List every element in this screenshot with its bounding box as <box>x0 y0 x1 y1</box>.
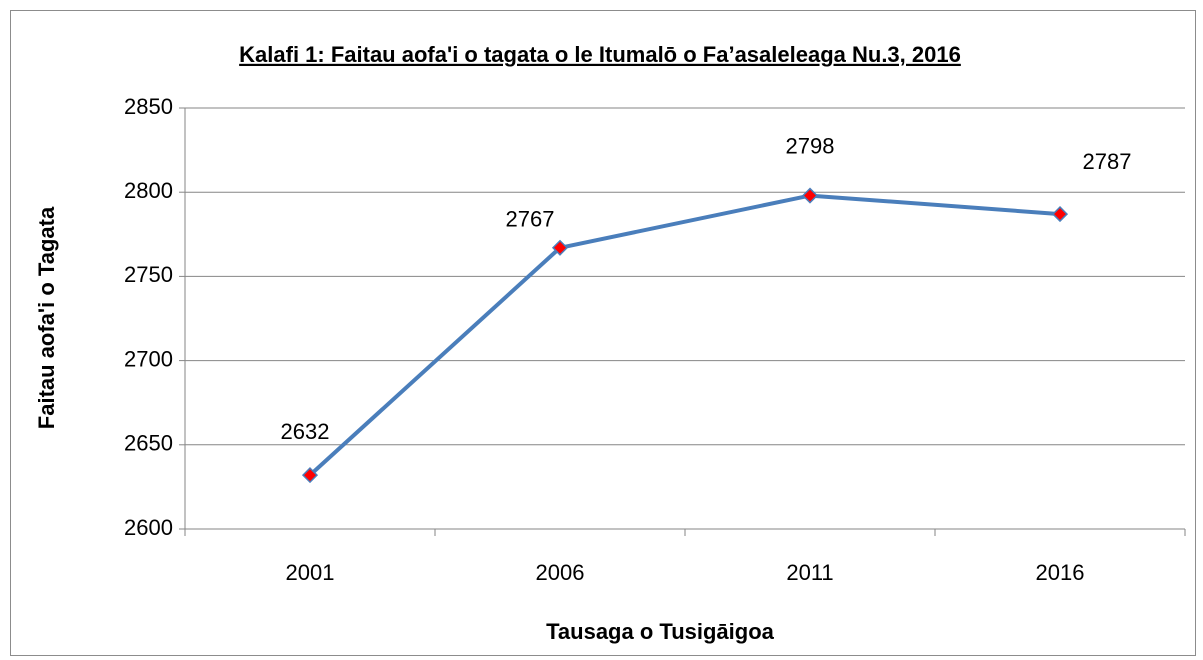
x-tick-label: 2001 <box>286 560 335 585</box>
data-label: 2632 <box>281 419 330 444</box>
y-tick-label: 2600 <box>124 515 173 540</box>
y-tick-label: 2650 <box>124 431 173 456</box>
data-marker <box>801 187 819 204</box>
data-line <box>308 193 1061 477</box>
chart-title: Kalafi 1: Faitau aofa'i o tagata o le It… <box>239 42 961 67</box>
data-label: 2767 <box>506 207 555 232</box>
data-marker <box>1051 206 1069 223</box>
y-tick-label: 2850 <box>124 94 173 119</box>
data-label: 2787 <box>1083 149 1132 174</box>
x-tick-label: 2016 <box>1036 560 1085 585</box>
data-label: 2798 <box>786 133 835 158</box>
x-tick-label: 2011 <box>786 560 833 585</box>
y-tick-label: 2800 <box>124 178 173 203</box>
y-tick-label: 2750 <box>124 262 173 287</box>
data-marker <box>301 467 319 484</box>
chart-border <box>10 10 1196 656</box>
data-marker <box>551 239 569 256</box>
y-tick-label: 2700 <box>124 346 173 371</box>
x-axis-label: Tausaga o Tusigāigoa <box>546 619 775 644</box>
y-axis-label: Faitau aofa'i o Tagata <box>34 206 59 429</box>
x-tick-label: 2006 <box>536 560 585 585</box>
